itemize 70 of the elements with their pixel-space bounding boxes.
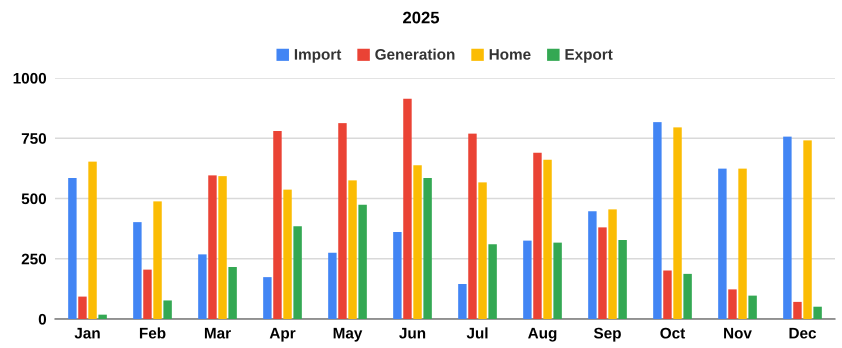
bar bbox=[163, 300, 172, 319]
x-tick-label: Oct bbox=[660, 328, 686, 339]
legend-label: Generation bbox=[375, 48, 454, 60]
bar bbox=[803, 140, 812, 319]
bar bbox=[608, 209, 617, 319]
bar bbox=[413, 165, 422, 319]
bar bbox=[78, 296, 87, 319]
bar bbox=[738, 168, 747, 319]
x-tick-label: Apr bbox=[270, 328, 296, 342]
x-tick-label: Jul bbox=[466, 327, 488, 339]
bar bbox=[423, 178, 432, 319]
bar bbox=[553, 242, 562, 319]
bar bbox=[348, 180, 357, 319]
x-tick-label: Nov bbox=[724, 328, 752, 339]
bar bbox=[393, 232, 402, 319]
bar bbox=[153, 201, 162, 319]
bar bbox=[338, 123, 347, 319]
bar bbox=[98, 314, 107, 319]
bar bbox=[218, 176, 227, 319]
bar bbox=[533, 152, 542, 319]
bar bbox=[458, 284, 467, 319]
y-tick-label: 250 bbox=[22, 254, 46, 264]
x-tick-label: Dec bbox=[790, 328, 816, 339]
bar bbox=[748, 296, 757, 319]
bar bbox=[403, 98, 412, 319]
legend-label: Export bbox=[565, 49, 613, 63]
bar bbox=[273, 131, 282, 319]
bar bbox=[328, 252, 337, 319]
x-tick-label: Aug bbox=[528, 328, 556, 342]
bar bbox=[293, 226, 302, 319]
bar bbox=[683, 274, 692, 319]
x-tick-label: Jun bbox=[399, 328, 426, 339]
bar bbox=[718, 168, 727, 319]
bar bbox=[523, 240, 532, 319]
bar bbox=[653, 122, 662, 319]
bar bbox=[88, 162, 97, 319]
bar bbox=[228, 266, 237, 319]
bar bbox=[468, 134, 477, 319]
bar bbox=[793, 302, 802, 319]
bar bbox=[68, 178, 77, 319]
x-tick-label: Sep bbox=[594, 328, 621, 342]
x-tick-label: Jan bbox=[74, 328, 100, 339]
y-tick-label: 0 bbox=[38, 314, 46, 325]
bar bbox=[618, 240, 627, 319]
y-tick-label: 500 bbox=[22, 193, 46, 204]
bar bbox=[728, 289, 737, 319]
bar bbox=[358, 204, 367, 319]
bar bbox=[673, 127, 682, 319]
bar bbox=[488, 244, 497, 319]
bar bbox=[263, 277, 272, 319]
bar bbox=[598, 227, 607, 319]
legend-label: Home bbox=[490, 49, 531, 60]
y-tick-label: 1000 bbox=[14, 72, 46, 84]
bar bbox=[663, 270, 672, 319]
bar bbox=[198, 254, 207, 319]
bar bbox=[283, 190, 292, 319]
x-tick-label: Feb bbox=[140, 327, 166, 339]
bar bbox=[543, 160, 552, 319]
bar bbox=[783, 136, 792, 319]
chart-title: 2025 bbox=[403, 12, 440, 24]
legend-label: Import bbox=[294, 49, 342, 63]
x-tick-label: May bbox=[334, 328, 362, 342]
bar bbox=[813, 306, 822, 319]
x-tick-label: Mar bbox=[204, 328, 231, 339]
bar bbox=[208, 175, 217, 319]
bar bbox=[588, 211, 597, 319]
y-tick-label: 750 bbox=[22, 133, 46, 144]
bar bbox=[133, 222, 142, 319]
bar bbox=[143, 270, 152, 319]
bar bbox=[478, 182, 487, 319]
